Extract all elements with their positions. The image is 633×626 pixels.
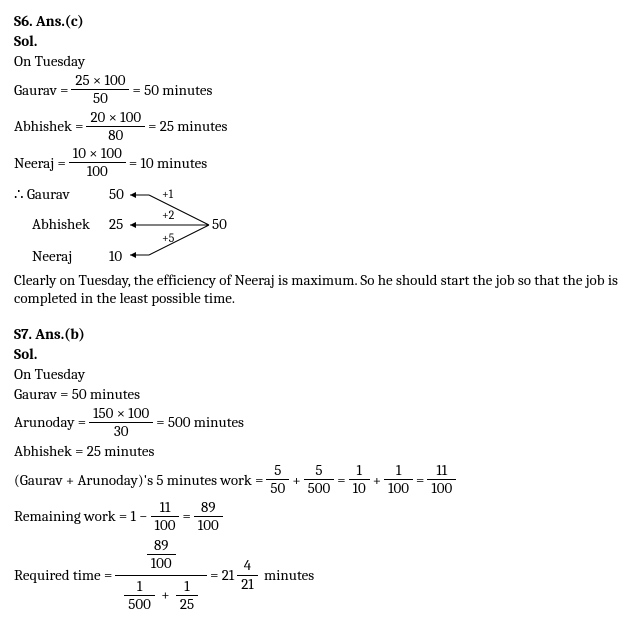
neeraj-label: Neeraj =: [14, 154, 66, 172]
n: 89: [194, 499, 223, 517]
s6-header: S6. Ans.(c): [14, 12, 619, 30]
abhishek-frac: 20 × 100 80: [86, 109, 145, 145]
abhishek-label: Abhishek =: [14, 117, 83, 135]
s7-sol: Sol.: [14, 345, 619, 363]
n: 5: [304, 462, 335, 480]
req-unit-text: minutes: [264, 566, 314, 584]
eq: =: [182, 507, 190, 525]
d: 100: [147, 555, 176, 572]
remaining-label: Remaining work = 1 −: [14, 507, 148, 525]
s7-required: Required time = 89 100 1 500 + 1 25 = 21…: [14, 535, 619, 615]
arunoday-label: Arunoday =: [14, 413, 86, 431]
required-label: Required time =: [14, 566, 112, 584]
req-bot-f2: 1 25: [176, 578, 198, 614]
w5-f4: 1100: [384, 462, 413, 498]
work5-label: (Gaurav + Arunoday)'s 5 minutes work =: [14, 471, 263, 489]
d: 500: [304, 480, 335, 497]
s6-gaurav-eq: Gaurav = 25 × 100 50 = 50 minutes: [14, 72, 619, 108]
num: 150 × 100: [89, 405, 153, 423]
req-big: 89 100 1 500 + 1 25: [115, 535, 207, 615]
abhishek-result: = 25 minutes: [148, 117, 227, 135]
d: 500: [124, 596, 155, 613]
d: 21: [237, 576, 258, 593]
s7-header: S7. Ans.(b): [14, 325, 619, 343]
w5-f5: 11100: [427, 462, 456, 498]
den: 50: [71, 90, 129, 107]
s6-day: On Tuesday: [14, 52, 619, 70]
n: 11: [151, 499, 180, 517]
neeraj-frac: 10 × 100 100: [69, 145, 126, 181]
s6-diagram: ∴ Gaurav 50 Abhishek 25 Neeraj 10 +1 +2 …: [14, 185, 619, 265]
s7-abhishek: Abhishek = 25 minutes: [14, 442, 619, 460]
n: 11: [427, 462, 456, 480]
s6-neeraj-eq: Neeraj = 10 × 100 100 = 10 minutes: [14, 145, 619, 181]
den: 30: [89, 423, 153, 440]
rem-f1: 11100: [151, 499, 180, 535]
s6-conclusion: Clearly on Tuesday, the efficiency of Ne…: [14, 271, 619, 307]
w5-f1: 550: [266, 462, 289, 498]
s7-day: On Tuesday: [14, 365, 619, 383]
diagram-arrows: [14, 185, 224, 265]
num: 10 × 100: [69, 145, 126, 163]
n: 1: [124, 578, 155, 596]
s7-gaurav: Gaurav = 50 minutes: [14, 385, 619, 403]
rem-f2: 89100: [194, 499, 223, 535]
arunoday-result: = 500 minutes: [156, 413, 244, 431]
req-top-frac: 89 100: [147, 537, 176, 573]
plus: +: [161, 585, 173, 603]
n: 89: [147, 537, 176, 555]
neeraj-result: = 10 minutes: [129, 154, 207, 172]
w5-f3: 110: [349, 462, 370, 498]
arunoday-frac: 150 × 100 30: [89, 405, 153, 441]
d: 25: [176, 596, 198, 613]
d: 100: [384, 480, 413, 497]
s6-abhishek-eq: Abhishek = 20 × 100 80 = 25 minutes: [14, 109, 619, 145]
n: 1: [176, 578, 198, 596]
eq: =: [416, 471, 424, 489]
req-bot-f1: 1 500: [124, 578, 155, 614]
s6-sol: Sol.: [14, 32, 619, 50]
s7-remaining: Remaining work = 1 − 11100 = 89100: [14, 499, 619, 535]
req-bot: 1 500 + 1 25: [115, 576, 207, 616]
n: 5: [266, 462, 289, 480]
w5-f2: 5500: [304, 462, 335, 498]
den: 100: [69, 163, 126, 180]
gaurav-result: = 50 minutes: [132, 81, 212, 99]
req-mix: 4 21: [237, 557, 258, 593]
num: 25 × 100: [71, 72, 129, 90]
s7-work5: (Gaurav + Arunoday)'s 5 minutes work = 5…: [14, 462, 619, 498]
d: 100: [151, 517, 180, 534]
gaurav-label: Gaurav =: [14, 81, 68, 99]
eq: =: [337, 471, 345, 489]
req-top: 89 100: [115, 535, 207, 576]
d: 50: [266, 480, 289, 497]
d: 10: [349, 480, 370, 497]
d: 100: [194, 517, 223, 534]
gaurav-frac: 25 × 100 50: [71, 72, 129, 108]
plus: +: [292, 471, 300, 489]
n: 1: [384, 462, 413, 480]
num: 20 × 100: [86, 109, 145, 127]
d: 100: [427, 480, 456, 497]
plus: +: [373, 471, 381, 489]
n: 4: [237, 557, 258, 575]
den: 80: [86, 127, 145, 144]
req-eq: = 21: [210, 566, 234, 584]
n: 1: [349, 462, 370, 480]
s7-arunoday-eq: Arunoday = 150 × 100 30 = 500 minutes: [14, 405, 619, 441]
